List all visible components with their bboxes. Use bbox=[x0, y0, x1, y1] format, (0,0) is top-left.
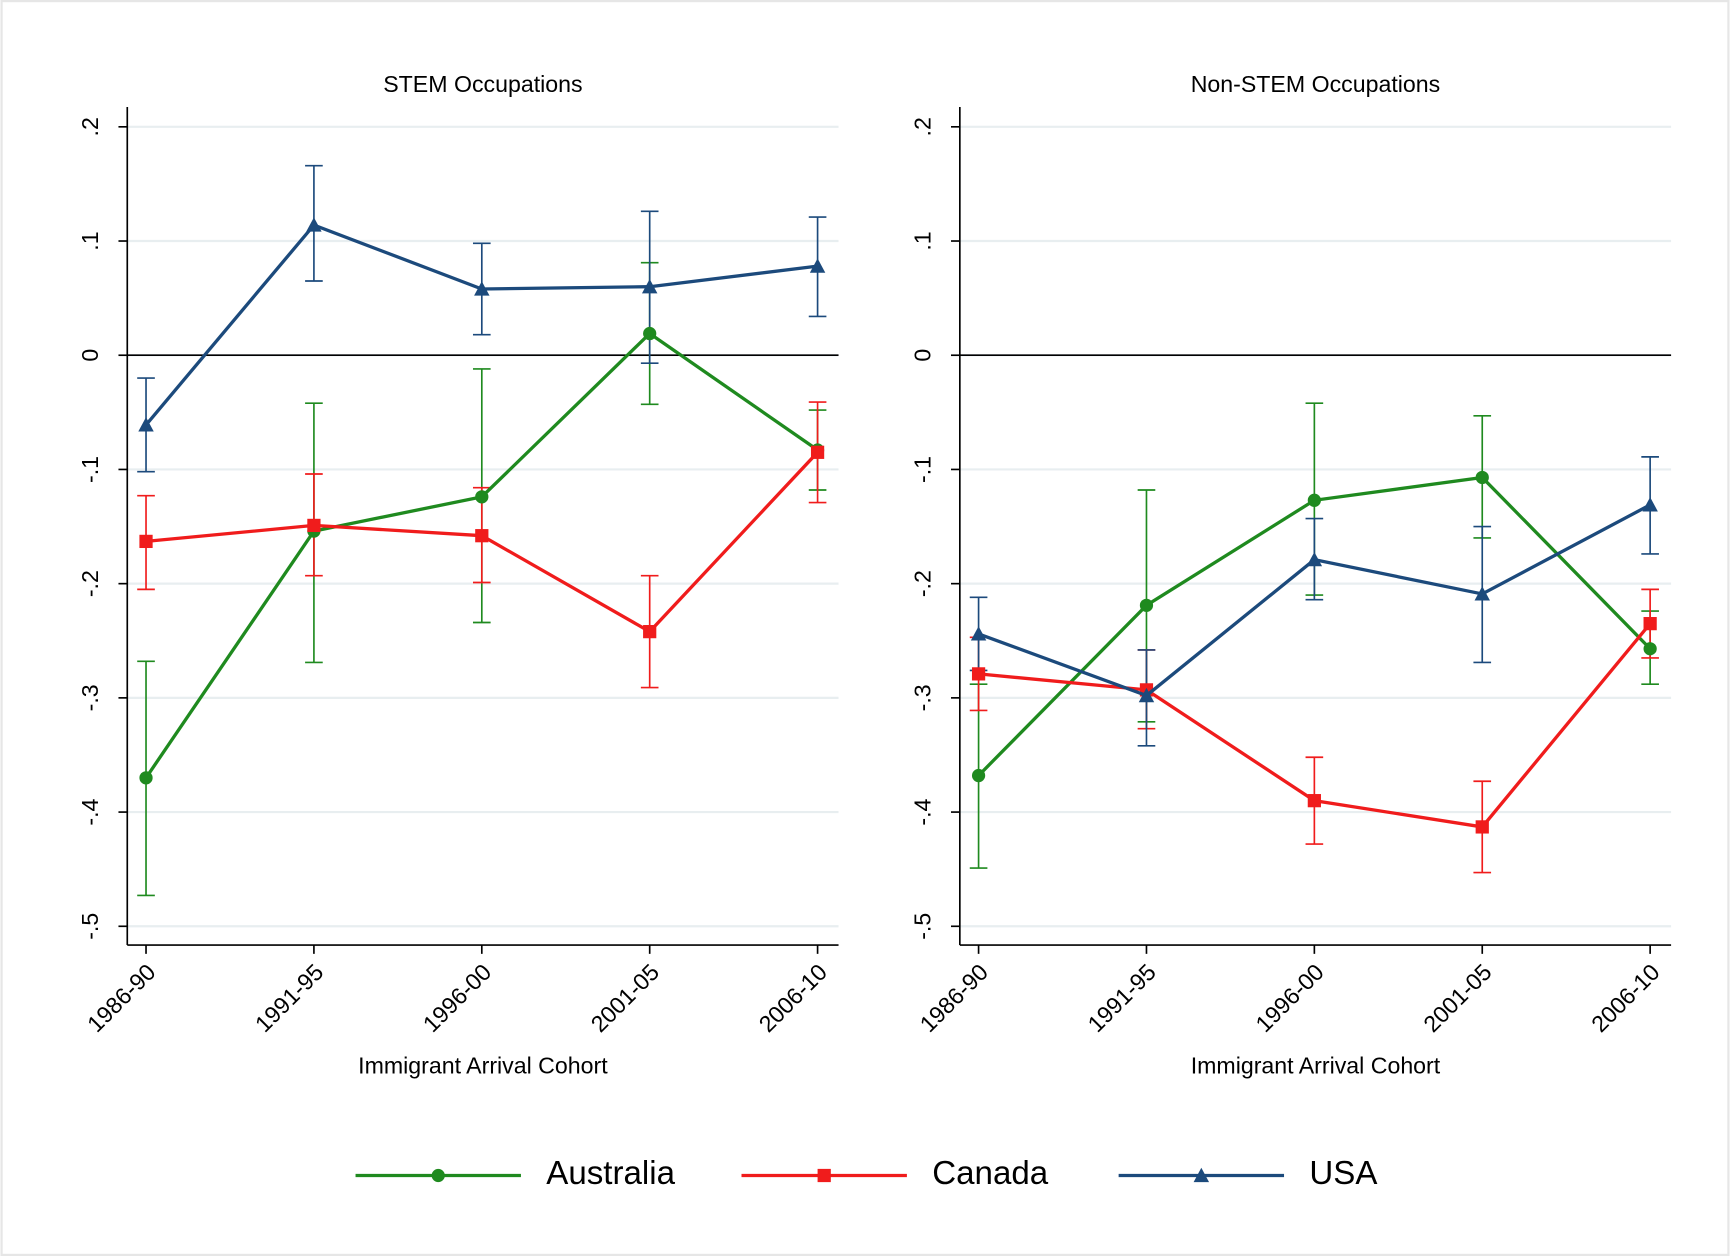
y-tick-label: -.4 bbox=[910, 798, 936, 825]
marker bbox=[643, 625, 657, 639]
panel-title: STEM Occupations bbox=[383, 71, 582, 97]
marker bbox=[971, 768, 986, 783]
marker bbox=[474, 281, 490, 296]
marker bbox=[1475, 470, 1489, 485]
marker bbox=[475, 529, 489, 543]
marker bbox=[643, 326, 657, 341]
legend-label: Canada bbox=[932, 1155, 1048, 1192]
y-tick-label: -.3 bbox=[910, 684, 936, 711]
marker bbox=[1475, 820, 1489, 834]
y-tick-label: -.1 bbox=[910, 456, 936, 483]
marker bbox=[1139, 598, 1154, 612]
marker bbox=[138, 417, 154, 432]
y-tick-label: -.3 bbox=[77, 684, 103, 711]
y-tick-label: -.2 bbox=[910, 570, 936, 597]
marker bbox=[139, 771, 153, 785]
marker bbox=[817, 1168, 831, 1183]
marker bbox=[1307, 493, 1321, 507]
marker bbox=[139, 534, 153, 549]
y-tick-label: .2 bbox=[910, 117, 936, 136]
marker bbox=[1642, 497, 1658, 512]
marker bbox=[1138, 687, 1155, 703]
y-tick-label: 0 bbox=[77, 349, 103, 362]
y-tick-label: -.5 bbox=[77, 913, 103, 940]
x-axis-label: Immigrant Arrival Cohort bbox=[358, 1053, 608, 1079]
marker bbox=[306, 217, 322, 232]
marker bbox=[641, 278, 658, 294]
marker bbox=[1643, 642, 1657, 656]
marker bbox=[1474, 586, 1490, 601]
marker bbox=[810, 445, 825, 459]
marker bbox=[971, 667, 986, 681]
y-tick-label: -.4 bbox=[77, 798, 103, 825]
marker bbox=[431, 1168, 445, 1183]
marker bbox=[1307, 794, 1321, 808]
marker bbox=[1643, 617, 1657, 631]
marker bbox=[475, 490, 489, 504]
y-tick-label: .1 bbox=[910, 231, 936, 250]
legend-label: USA bbox=[1309, 1155, 1377, 1192]
y-tick-label: .1 bbox=[77, 231, 103, 250]
x-axis-label: Immigrant Arrival Cohort bbox=[1191, 1053, 1441, 1079]
panel-title: Non-STEM Occupations bbox=[1191, 71, 1441, 97]
y-tick-label: -.5 bbox=[910, 913, 936, 940]
marker bbox=[809, 258, 826, 273]
marker bbox=[307, 518, 321, 533]
marker bbox=[1306, 551, 1323, 567]
y-tick-label: .2 bbox=[77, 117, 103, 136]
y-tick-label: -.2 bbox=[77, 570, 103, 597]
marker bbox=[1193, 1167, 1210, 1183]
legend-label: Australia bbox=[546, 1155, 675, 1192]
y-tick-label: 0 bbox=[910, 349, 936, 362]
y-tick-label: -.1 bbox=[77, 456, 103, 483]
marker bbox=[970, 626, 987, 641]
